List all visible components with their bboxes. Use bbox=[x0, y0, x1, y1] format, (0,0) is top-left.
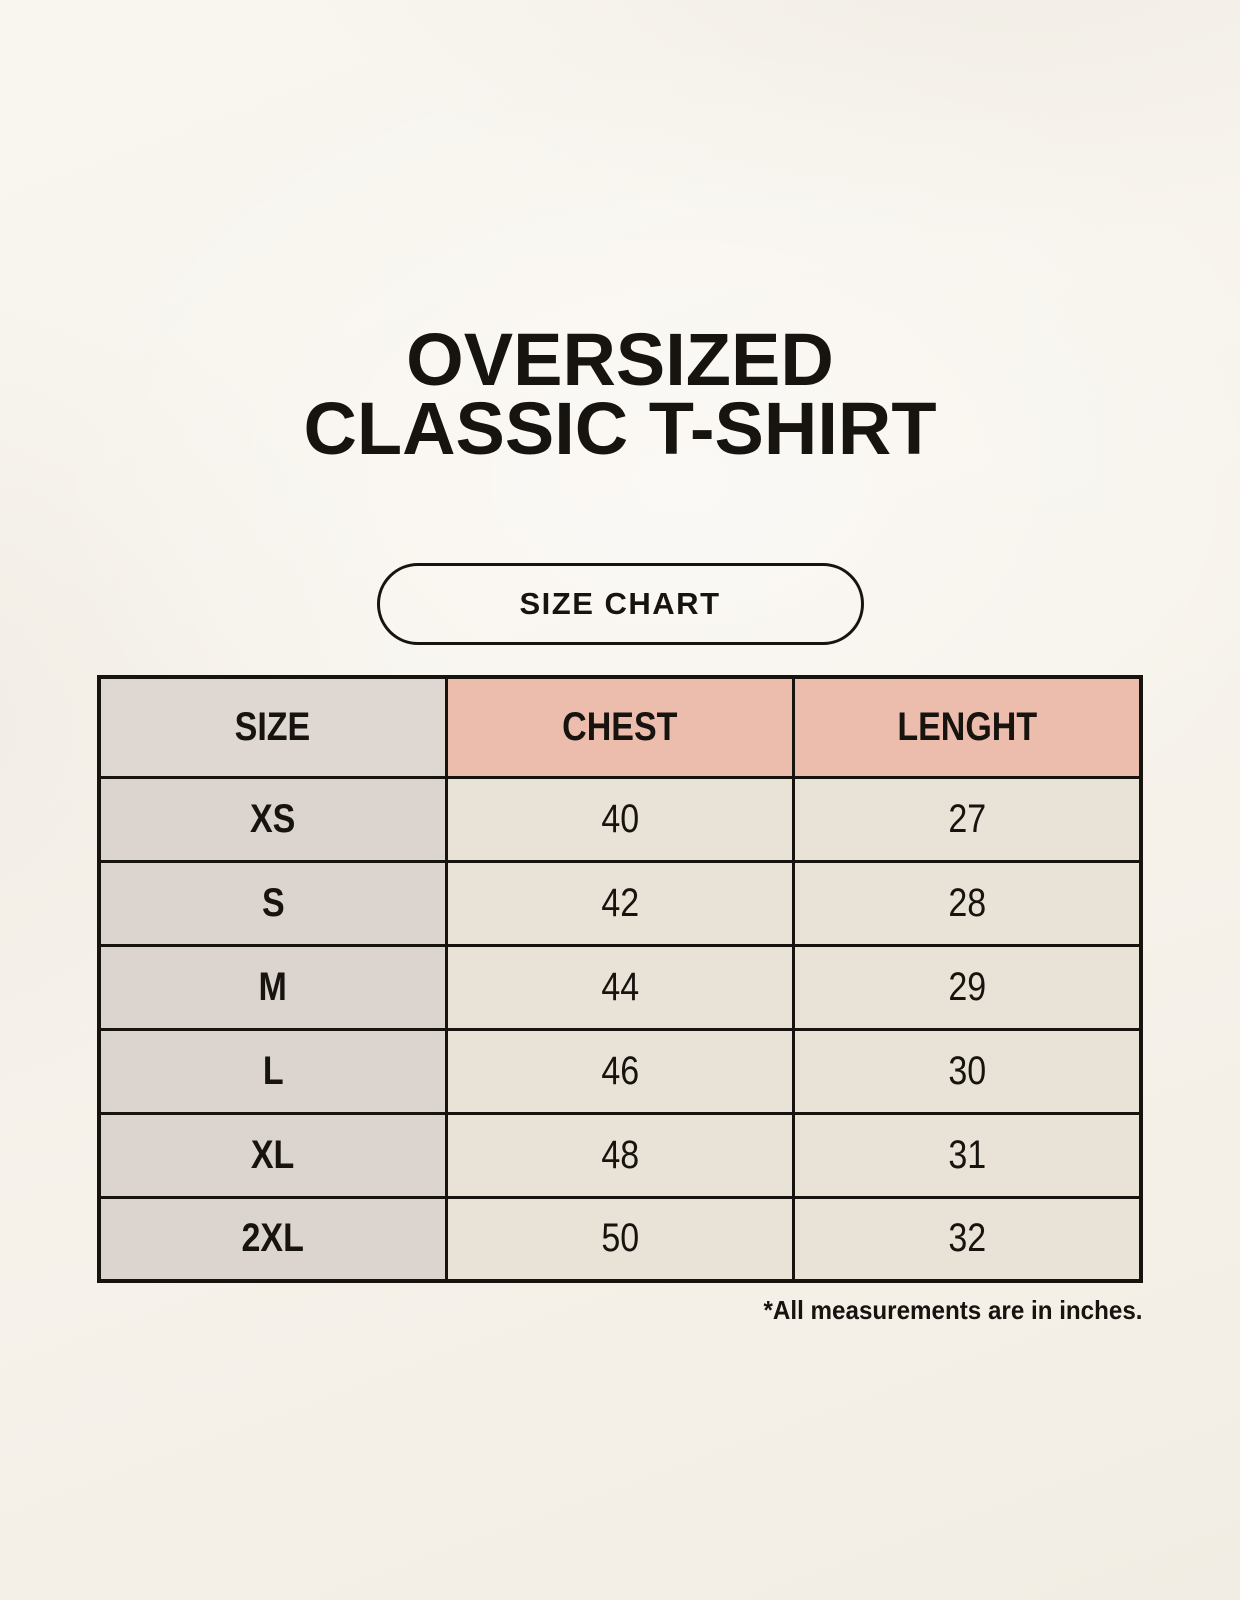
chest-value-cell: 46 bbox=[444, 1027, 796, 1115]
size-label-cell: M bbox=[97, 943, 448, 1031]
page-title-line2: CLASSIC T-SHIRT bbox=[303, 386, 937, 470]
table-row: M 44 29 bbox=[97, 943, 1143, 1031]
size-chart-table: SIZE CHEST LENGHT XS 40 27 S 42 28 M bbox=[97, 675, 1143, 1284]
length-value-cell: 28 bbox=[792, 859, 1143, 947]
chest-value-cell: 48 bbox=[444, 1111, 796, 1199]
page: OVERSIZED CLASSIC T-SHIRT SIZE CHART SIZ… bbox=[97, 323, 1143, 1326]
size-label-cell: 2XL bbox=[97, 1195, 448, 1283]
column-header-size: SIZE bbox=[97, 675, 448, 779]
length-value-cell: 29 bbox=[792, 943, 1143, 1031]
column-header-chest: CHEST bbox=[444, 675, 796, 779]
page-title: OVERSIZED CLASSIC T-SHIRT bbox=[303, 323, 936, 466]
chest-value-cell: 42 bbox=[444, 859, 796, 947]
length-value-cell: 32 bbox=[792, 1195, 1143, 1283]
length-value-cell: 30 bbox=[792, 1027, 1143, 1115]
chest-value-cell: 44 bbox=[444, 943, 796, 1031]
size-label-cell: L bbox=[97, 1027, 448, 1115]
table-header-row: SIZE CHEST LENGHT bbox=[97, 675, 1143, 779]
chest-value-cell: 40 bbox=[444, 775, 796, 863]
measurements-footnote: *All measurements are in inches. bbox=[764, 1295, 1143, 1326]
page-title-line1: OVERSIZED bbox=[406, 318, 834, 401]
size-chart-button-label: SIZE CHART bbox=[519, 586, 721, 622]
size-chart-button[interactable]: SIZE CHART bbox=[376, 563, 864, 646]
table-row: 2XL 50 32 bbox=[97, 1195, 1143, 1283]
column-header-length: LENGHT bbox=[792, 675, 1143, 779]
size-label-cell: S bbox=[97, 859, 448, 947]
size-chart-table-container: SIZE CHEST LENGHT XS 40 27 S 42 28 M bbox=[97, 675, 1143, 1326]
size-label-cell: XL bbox=[97, 1111, 448, 1199]
table-row: L 46 30 bbox=[97, 1027, 1143, 1115]
length-value-cell: 27 bbox=[792, 775, 1143, 863]
chest-value-cell: 50 bbox=[444, 1195, 796, 1283]
length-value-cell: 31 bbox=[792, 1111, 1143, 1199]
table-row: XL 48 31 bbox=[97, 1111, 1143, 1199]
table-row: XS 40 27 bbox=[97, 775, 1143, 863]
table-row: S 42 28 bbox=[97, 859, 1143, 947]
size-label-cell: XS bbox=[97, 775, 448, 863]
